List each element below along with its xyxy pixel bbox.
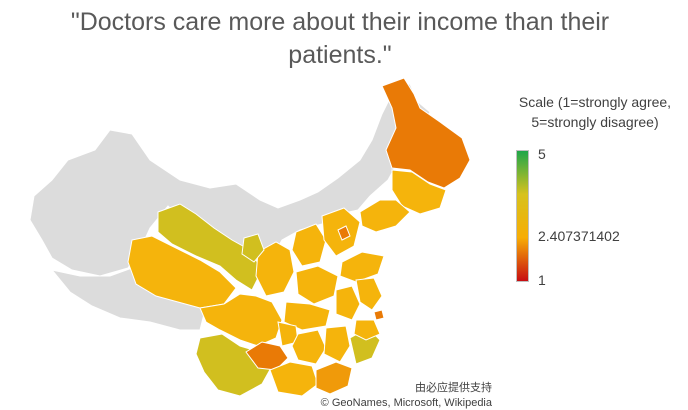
region-beijing	[337, 225, 351, 241]
region-guizhou	[245, 341, 289, 371]
legend-max-label: 5	[538, 146, 546, 162]
region-jiangxi	[323, 325, 351, 363]
legend-min-label: 1	[538, 272, 546, 288]
region-zhejiang	[353, 319, 381, 341]
color-scale-bar	[516, 150, 529, 282]
legend-title-line1: Scale (1=strongly agree,	[518, 94, 672, 110]
region-anhui	[335, 285, 361, 321]
legend-title: Scale (1=strongly agree, 5=strongly disa…	[500, 92, 688, 132]
region-shaanxi	[255, 241, 295, 297]
region-jilin	[391, 169, 447, 215]
region-liaoning	[359, 199, 411, 233]
legend-mid-label: 2.407371402	[538, 228, 620, 244]
region-yunnan	[195, 333, 273, 397]
region-ningxia	[241, 233, 265, 263]
region-hubei	[283, 301, 331, 331]
region-hunan	[291, 329, 327, 365]
region-shandong	[339, 251, 385, 283]
region-no-data-west	[29, 83, 431, 277]
credit-powered-by: 由必应提供支持	[415, 382, 492, 394]
legend-title-line2: 5=strongly disagree)	[531, 114, 659, 130]
region-jiangsu	[355, 277, 383, 311]
map-title: "Doctors care more about their income th…	[70, 8, 610, 69]
region-gansu	[157, 203, 263, 291]
region-guangdong	[315, 361, 353, 395]
region-shanxi	[291, 223, 327, 267]
region-shanghai	[373, 309, 385, 321]
region-henan	[295, 265, 339, 305]
region-guangxi	[269, 361, 319, 397]
credit-sources: © GeoNames, Microsoft, Wikipedia	[320, 397, 492, 409]
region-heilongjiang	[381, 77, 471, 189]
